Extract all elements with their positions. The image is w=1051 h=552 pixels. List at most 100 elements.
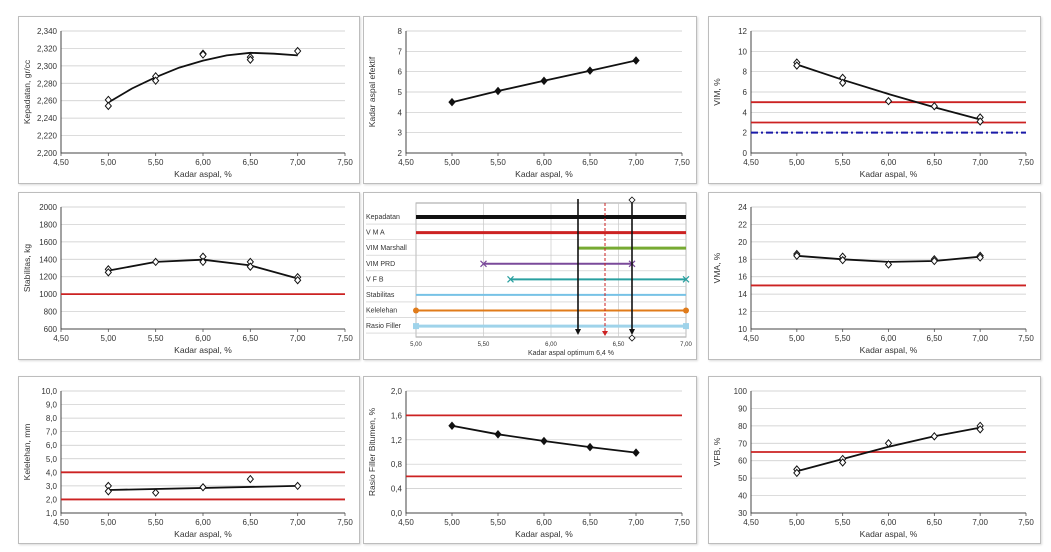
y-tick-label: 2,0 (46, 495, 58, 504)
data-point (152, 76, 160, 85)
criterion-label: VIM Marshall (366, 245, 407, 252)
x-tick-label: 6,50 (243, 158, 259, 167)
data-point (586, 442, 594, 452)
data-point (632, 56, 640, 65)
x-tick-label: 7,00 (972, 334, 988, 343)
y-tick-label: 2,320 (37, 44, 58, 53)
chart-panel-kepadatan: 2,200 2,220 2,240 2,260 2,280 2,300 2,320 2,340… (18, 16, 360, 184)
y-tick-label: 1200 (39, 273, 57, 282)
x-tick-label: 7,50 (1018, 158, 1034, 167)
data-point (793, 61, 801, 70)
criterion-label: VIM PRD (366, 261, 395, 268)
data-point (104, 268, 112, 277)
x-tick-label: 4,50 (743, 158, 759, 167)
y-tick-label: 40 (738, 492, 747, 501)
y-tick-label: 6 (398, 68, 403, 77)
data-point (294, 481, 302, 491)
chart-svg-optimum: 5,00 5,50 6,00 6,50 7,00 Kepadatan V M A VIM Ma… (366, 196, 692, 357)
x-tick-label: 7,50 (674, 518, 690, 527)
y-tick-label: 24 (738, 203, 747, 212)
y-tick-label: 4 (398, 108, 403, 117)
x-tick-label: 5,00 (101, 158, 117, 167)
y-tick-label: 2000 (39, 203, 57, 212)
data-point (448, 421, 456, 431)
x-tick-label: 6,50 (243, 334, 259, 343)
x-tick-label: 4,50 (53, 334, 69, 343)
x-tick-label: 7,50 (337, 334, 353, 343)
chart-panel-optimum: 5,00 5,50 6,00 6,50 7,00 Kepadatan V M A VIM Ma… (363, 192, 697, 360)
y-tick-label: 10 (738, 325, 747, 334)
y-tick-label: 4 (743, 108, 748, 117)
chart-panel-kadar_aspal_efektif: 2 3 4 5 6 7 8 4,50 5,00 5,50 6,00 6,50 7,00 7,50 Kadar… (363, 16, 697, 184)
x-tick-label: 5,00 (444, 518, 460, 527)
x-tick-label: 5,50 (490, 518, 506, 527)
data-point (930, 256, 938, 266)
y-tick-label: 5,0 (46, 455, 58, 464)
x-tick-label: 7,00 (290, 518, 306, 527)
x-tick-label: 6,50 (582, 518, 598, 527)
y-tick-label: 3,0 (46, 482, 58, 491)
x-tick-label: 6,00 (195, 518, 211, 527)
data-point (448, 97, 456, 107)
data-point (632, 448, 640, 457)
x-tick-label: 7,50 (1018, 518, 1034, 527)
range-end-marker (413, 307, 419, 314)
y-tick-label: 22 (738, 220, 747, 229)
x-tick-label: 4,50 (743, 334, 759, 343)
y-tick-label: 3 (398, 129, 403, 138)
range-end-marker (682, 275, 690, 283)
x-axis-label: Kadar aspal, % (860, 345, 918, 355)
range-end-marker (480, 260, 487, 268)
data-point (199, 257, 207, 267)
x-axis-label: Kadar aspal, % (515, 169, 573, 179)
chart-panel-vim: 0 2 4 6 8 10 12 4,50 5,00 5,50 6,00 6,50 7,00 7,50 Kad… (708, 16, 1041, 184)
data-point (884, 439, 893, 448)
y-tick-label: 800 (44, 308, 58, 317)
x-tick-label: 6,50 (582, 158, 598, 167)
y-tick-label: 2 (398, 149, 403, 158)
criterion-label: Kepadatan (366, 214, 400, 221)
boundary-marker (628, 334, 636, 342)
y-tick-label: 7 (398, 47, 403, 56)
criterion-label: Rasio Filler (366, 323, 402, 330)
x-tick-label: 5,00 (101, 334, 117, 343)
x-tick-label: 7,00 (290, 334, 306, 343)
x-tick-label: 7,00 (628, 158, 644, 167)
x-tick-label: 6,00 (881, 518, 897, 527)
x-tick-label: 4,50 (53, 158, 69, 167)
y-tick-label: 20 (738, 238, 747, 247)
data-point (839, 255, 847, 265)
y-tick-label: 1,0 (46, 509, 58, 518)
y-tick-label: 50 (738, 474, 747, 483)
y-tick-label: 16 (738, 273, 747, 282)
x-tick-label: 4,50 (743, 518, 759, 527)
data-point (104, 487, 112, 496)
y-tick-label: 2,340 (37, 27, 58, 36)
criterion-label: Kelelehan (366, 308, 397, 315)
data-point (884, 96, 893, 106)
y-tick-label: 1,6 (391, 411, 403, 420)
x-axis-label: Kadar aspal, % (174, 169, 232, 179)
x-tick-label: 5,00 (789, 158, 805, 167)
x-tick-label: 4,50 (53, 518, 69, 527)
y-tick-label: 6,0 (46, 441, 58, 450)
x-tick-label: 5,50 (478, 342, 490, 348)
axes (60, 391, 345, 514)
chart-panel-rasio_filler: 0,0 0,4 0,8 1,2 1,6 2,0 4,50 5,00 5,50 6,00 6,50 7,… (363, 376, 697, 544)
data-point (152, 488, 160, 497)
x-tick-label: 7,50 (1018, 334, 1034, 343)
y-tick-label: 6 (743, 88, 748, 97)
y-tick-label: 0,4 (391, 485, 403, 494)
x-tick-label: 5,50 (490, 158, 506, 167)
data-point (294, 46, 302, 56)
x-tick-label: 6,50 (243, 518, 259, 527)
axes (60, 31, 345, 154)
x-tick-label: 5,50 (148, 334, 164, 343)
data-point (199, 50, 207, 59)
chart-svg-vfb: 30 40 50 60 70 80 90 100 4,50 5,00 5,50 6,00 6,50 7,0… (712, 387, 1034, 539)
y-tick-label: 5 (398, 88, 403, 97)
axes (405, 31, 682, 154)
chart-svg-vma: 10 12 14 16 18 20 22 24 4,50 5,00 5,50 6,00 6,50 7,00… (712, 203, 1034, 355)
data-point (976, 253, 984, 262)
